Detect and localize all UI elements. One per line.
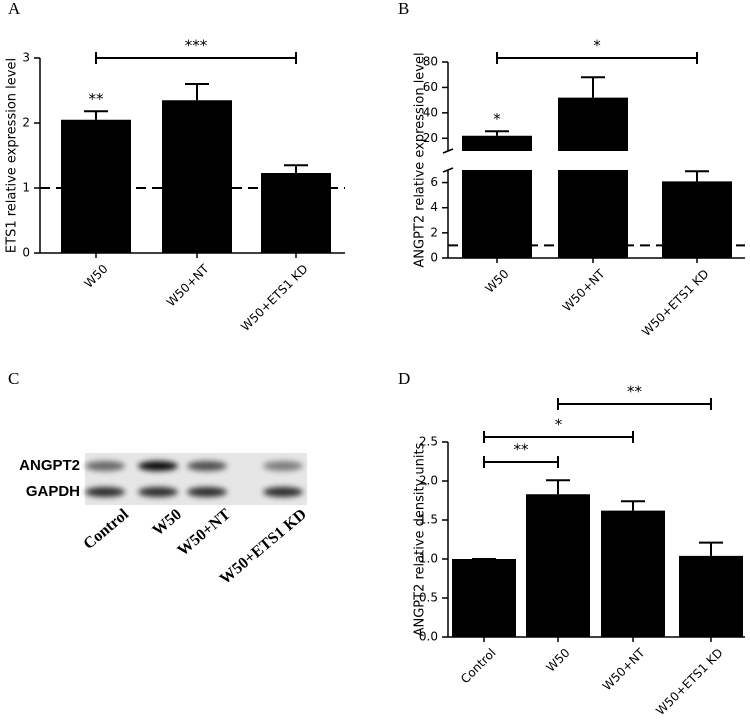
bar <box>526 494 590 637</box>
x-tick-label: Control <box>458 646 499 687</box>
error-bar <box>284 164 308 174</box>
blot-background <box>85 453 307 505</box>
x-tick-label: W50+ETS1 KD <box>639 267 711 339</box>
significance-label: * <box>493 110 501 128</box>
bar <box>679 555 743 637</box>
panel-label: D <box>398 369 410 388</box>
bar <box>261 173 331 253</box>
bar <box>462 135 532 258</box>
error-bar <box>581 76 605 98</box>
x-tick-label: W50+NT <box>164 261 212 309</box>
bar <box>662 181 732 258</box>
y-axis-title: ETS1 relative expression level <box>5 58 20 253</box>
y-tick-label: 0 <box>22 246 30 260</box>
axis-break <box>442 167 454 173</box>
significance-label: * <box>593 37 601 55</box>
y-tick-label: 2 <box>22 116 30 130</box>
x-tick-label: W50+NT <box>600 645 648 693</box>
significance-bracket <box>557 398 712 410</box>
significance-label: ** <box>514 441 530 459</box>
y-tick-label: 4 <box>430 200 438 214</box>
significance-label: * <box>555 416 563 434</box>
y-tick-label: 0 <box>430 251 438 265</box>
blot-band <box>138 461 178 471</box>
error-bar <box>685 170 709 182</box>
x-tick-label: W50 <box>483 267 512 296</box>
significance-label: ** <box>89 90 105 108</box>
y-tick-label: 1.0 <box>419 552 438 566</box>
bar <box>452 559 516 637</box>
y-axis-title: ANGPT2 relative density units <box>413 442 428 636</box>
error-bar <box>84 110 108 120</box>
bar <box>558 97 628 258</box>
error-bar <box>699 541 723 556</box>
x-tick-label: W50+ETS1 KD <box>238 262 310 334</box>
bar <box>162 100 232 253</box>
blot-band <box>187 487 227 497</box>
y-axis-title: ANGPT2 relative expression level <box>413 52 428 267</box>
lane-label: Control <box>80 506 132 553</box>
bar <box>601 510 665 637</box>
x-tick-label: W50+NT <box>560 266 608 314</box>
blot-row-label: ANGPT2 <box>19 457 80 474</box>
y-tick-label: 40 <box>423 105 438 119</box>
significance-bracket <box>496 52 698 64</box>
y-tick-label: 60 <box>423 80 438 94</box>
x-tick-label: W50 <box>82 262 111 291</box>
error-bar <box>185 83 209 101</box>
blot-band <box>187 461 227 471</box>
y-tick-label: 2.5 <box>419 435 438 449</box>
lane-label: W50 <box>149 506 184 540</box>
blot-band <box>85 487 125 497</box>
y-tick-label: 20 <box>423 131 438 145</box>
significance-label: *** <box>185 37 208 55</box>
y-tick-label: 6 <box>430 175 438 189</box>
bar <box>61 119 131 253</box>
lane-label: W50+NT <box>174 506 234 560</box>
blot-band <box>263 461 303 471</box>
panel-label: A <box>8 0 21 18</box>
axis-break <box>442 148 454 154</box>
y-tick-label: 2 <box>430 225 438 239</box>
error-bar <box>621 500 645 511</box>
y-tick-label: 1.5 <box>419 513 438 527</box>
y-tick-label: 0.0 <box>419 630 438 644</box>
y-tick-label: 3 <box>22 51 30 65</box>
x-tick-label: W50+ETS1 KD <box>653 646 725 718</box>
y-tick-label: 0.5 <box>419 591 438 605</box>
blot-band <box>263 487 303 497</box>
y-tick-label: 2.0 <box>419 474 438 488</box>
blot-band <box>85 461 125 471</box>
significance-label: ** <box>627 383 643 401</box>
significance-bracket <box>483 456 559 468</box>
significance-bracket <box>95 52 297 64</box>
y-tick-label: 80 <box>423 55 438 69</box>
significance-bracket <box>483 431 634 443</box>
blot-row-label: GAPDH <box>26 483 80 500</box>
x-tick-label: W50 <box>544 646 573 675</box>
y-tick-label: 1 <box>22 181 30 195</box>
blot-band <box>138 487 178 497</box>
error-bar <box>485 130 509 136</box>
panel-label: B <box>398 0 409 18</box>
error-bar <box>546 479 570 495</box>
panel-label: C <box>8 369 19 388</box>
